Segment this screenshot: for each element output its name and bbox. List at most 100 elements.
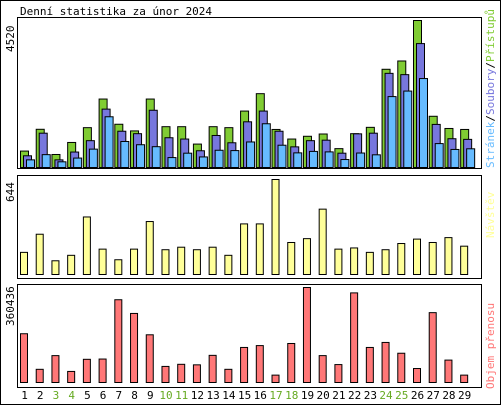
traffic-bars bbox=[20, 287, 469, 384]
traffic-bar bbox=[240, 346, 249, 384]
traffic-bar bbox=[381, 341, 390, 384]
day-label: 29 bbox=[458, 389, 471, 402]
legend-files: Soubory bbox=[484, 68, 497, 115]
day-label: 4 bbox=[68, 389, 75, 402]
day-label: 23 bbox=[364, 389, 377, 402]
day-label: 21 bbox=[332, 389, 345, 402]
visits-bar bbox=[460, 245, 469, 275]
visits-bar bbox=[20, 251, 28, 275]
hits-panel-frame bbox=[17, 17, 482, 169]
pages-bar bbox=[261, 123, 271, 169]
pages-bar bbox=[308, 150, 318, 168]
pages-bar bbox=[88, 148, 98, 169]
day-label: 17 bbox=[269, 389, 282, 402]
visits-bar bbox=[161, 249, 170, 276]
traffic-bar bbox=[428, 312, 437, 383]
pages-bar bbox=[167, 157, 177, 169]
visits-bar bbox=[177, 246, 186, 276]
visits-bar bbox=[287, 241, 296, 276]
traffic-bar bbox=[271, 374, 280, 383]
pages-bar bbox=[26, 159, 35, 169]
visits-bar bbox=[224, 254, 233, 276]
traffic-panel-ymax: 360436 bbox=[4, 286, 17, 326]
traffic-bar bbox=[318, 355, 327, 383]
traffic-bar bbox=[413, 368, 421, 383]
pages-bar bbox=[403, 90, 413, 168]
hits-panel-ymax: 4520 bbox=[4, 26, 17, 53]
day-label: 8 bbox=[131, 389, 138, 402]
legend-separator-1: / bbox=[484, 115, 497, 122]
visits-bar bbox=[67, 254, 76, 276]
traffic-bar bbox=[177, 363, 186, 383]
visits-bar bbox=[365, 251, 374, 275]
day-label: 26 bbox=[411, 389, 424, 402]
day-label: 3 bbox=[53, 389, 60, 402]
chart-title: Denní statistika za únor 2024 bbox=[20, 5, 212, 18]
traffic-bar bbox=[145, 334, 154, 384]
traffic-bar bbox=[51, 355, 60, 383]
pages-bar bbox=[136, 144, 146, 168]
traffic-bar bbox=[98, 358, 107, 384]
traffic-bar bbox=[224, 368, 233, 384]
day-label: 14 bbox=[222, 389, 236, 402]
visits-bars bbox=[20, 179, 469, 276]
traffic-bar bbox=[20, 333, 28, 383]
pages-bar bbox=[57, 161, 67, 168]
visits-bar bbox=[51, 260, 60, 275]
traffic-bar bbox=[397, 352, 406, 383]
pages-bar bbox=[434, 143, 444, 169]
visits-bar bbox=[413, 238, 421, 276]
visits-bar bbox=[271, 179, 280, 275]
visits-bar bbox=[114, 259, 123, 275]
traffic-bar bbox=[35, 368, 44, 384]
day-label: 16 bbox=[254, 389, 267, 402]
visits-bar bbox=[145, 221, 154, 275]
day-label: 1 bbox=[21, 389, 28, 402]
traffic-bar bbox=[130, 312, 139, 383]
traffic-bar bbox=[161, 365, 170, 384]
traffic-bar bbox=[444, 359, 453, 384]
traffic-bar bbox=[67, 370, 76, 383]
legend-separator-2: / bbox=[484, 62, 497, 69]
traffic-bar bbox=[255, 345, 264, 384]
traffic-bar bbox=[287, 342, 296, 383]
day-label: 15 bbox=[238, 389, 251, 402]
day-label: 18 bbox=[285, 389, 298, 402]
hits-panel-legend: Stránek/Soubory/Přístupů bbox=[484, 9, 497, 168]
visits-bar bbox=[334, 248, 343, 276]
visits-bar bbox=[397, 243, 406, 276]
visits-bar bbox=[302, 238, 311, 275]
day-label: 9 bbox=[147, 389, 154, 402]
day-label: 7 bbox=[116, 389, 123, 402]
visits-bar bbox=[192, 249, 201, 276]
pages-bar bbox=[277, 144, 287, 169]
visits-bar bbox=[98, 248, 107, 276]
day-label: 10 bbox=[159, 389, 172, 402]
pages-bar bbox=[387, 96, 397, 168]
visits-bar bbox=[350, 247, 359, 275]
pages-bar bbox=[246, 141, 256, 169]
day-label: 11 bbox=[175, 389, 188, 402]
visits-bar bbox=[444, 237, 453, 275]
pages-bar bbox=[104, 116, 114, 168]
pages-bar bbox=[198, 156, 208, 168]
pages-bar bbox=[450, 148, 460, 168]
legend-traffic: Objem přenosu bbox=[484, 303, 497, 389]
visits-bar bbox=[428, 241, 437, 276]
day-labels: 1 2 3 4 5 6 7 8 9 10 11 12 13 14 15 16 17 18 19 20 21 22 23 24 2… bbox=[21, 389, 471, 402]
legend-visits: Návštěv bbox=[484, 191, 497, 238]
legend-hits: Přístupů bbox=[484, 9, 497, 62]
day-label: 5 bbox=[84, 389, 91, 402]
pages-bar bbox=[183, 152, 193, 169]
pages-bar bbox=[120, 140, 130, 168]
traffic-panel-frame bbox=[17, 284, 482, 388]
pages-bar bbox=[419, 78, 428, 168]
traffic-bar bbox=[192, 364, 201, 383]
day-label: 13 bbox=[207, 389, 220, 402]
visits-bar bbox=[35, 233, 44, 275]
day-label: 28 bbox=[442, 389, 455, 402]
pages-bar bbox=[356, 152, 366, 168]
traffic-bar bbox=[114, 299, 123, 383]
